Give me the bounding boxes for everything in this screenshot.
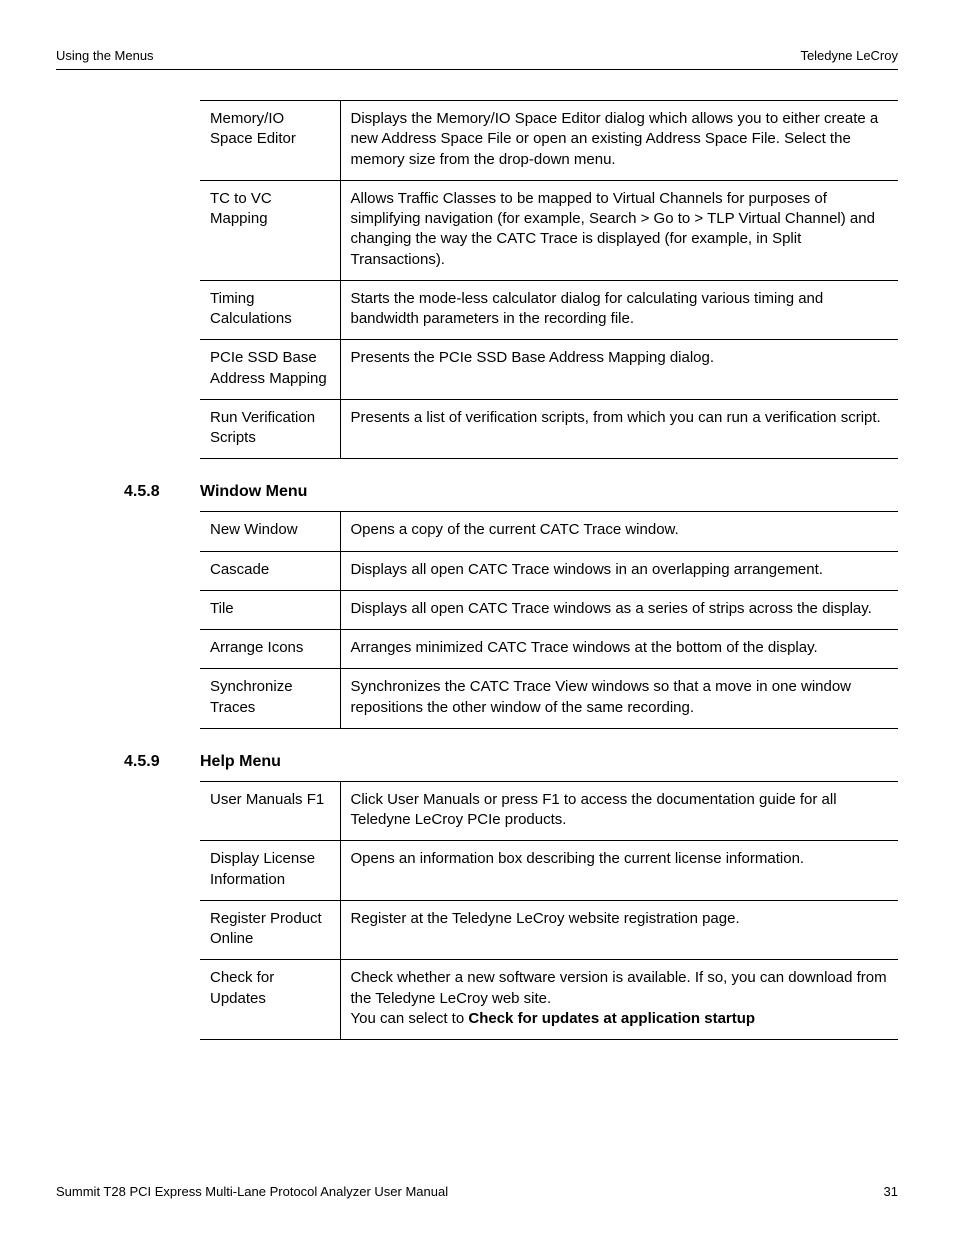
term-cell: TC to VC Mapping <box>200 180 340 280</box>
table-row: User Manuals F1Click User Manuals or pre… <box>200 781 898 841</box>
term-cell: Register Product Online <box>200 900 340 960</box>
definition-cell: Register at the Teledyne LeCroy website … <box>340 900 898 960</box>
definition-cell: Presents a list of verification scripts,… <box>340 399 898 459</box>
term-cell: Run Verification Scripts <box>200 399 340 459</box>
running-header-left: Using the Menus <box>56 48 154 63</box>
definition-cell: Opens an information box describing the … <box>340 841 898 901</box>
running-header: Using the Menus Teledyne LeCroy <box>56 48 898 70</box>
help-menu-tbody: User Manuals F1Click User Manuals or pre… <box>200 781 898 1039</box>
definition-cell: Arranges minimized CATC Trace windows at… <box>340 630 898 669</box>
table-row: Run Verification ScriptsPresents a list … <box>200 399 898 459</box>
term-cell: New Window <box>200 512 340 551</box>
definition-cell: Click User Manuals or press F1 to access… <box>340 781 898 841</box>
footer-page-number: 31 <box>884 1184 898 1199</box>
section-number: 4.5.8 <box>124 483 160 501</box>
term-cell: Timing Calculations <box>200 280 340 340</box>
term-cell: User Manuals F1 <box>200 781 340 841</box>
window-menu-table: New WindowOpens a copy of the current CA… <box>200 511 898 729</box>
term-cell: Display License Information <box>200 841 340 901</box>
definition-cell: Starts the mode-less calculator dialog f… <box>340 280 898 340</box>
definition-cell: Displays all open CATC Trace windows in … <box>340 551 898 590</box>
table-row: CascadeDisplays all open CATC Trace wind… <box>200 551 898 590</box>
section-heading-help: 4.5.9 Help Menu <box>200 753 898 771</box>
help-menu-table: User Manuals F1Click User Manuals or pre… <box>200 781 898 1040</box>
table-row: TC to VC MappingAllows Traffic Classes t… <box>200 180 898 280</box>
section-heading-window: 4.5.8 Window Menu <box>200 483 898 501</box>
definition-cell: Synchronizes the CATC Trace View windows… <box>340 669 898 729</box>
definition-cell: Displays all open CATC Trace windows as … <box>340 590 898 629</box>
page: Using the Menus Teledyne LeCroy Memory/I… <box>0 0 954 1235</box>
term-cell: Tile <box>200 590 340 629</box>
definition-cell: Check whether a new software version is … <box>340 960 898 1040</box>
table-row: Timing CalculationsStarts the mode-less … <box>200 280 898 340</box>
definition-cell: Opens a copy of the current CATC Trace w… <box>340 512 898 551</box>
term-cell: Cascade <box>200 551 340 590</box>
table-row: Display License InformationOpens an info… <box>200 841 898 901</box>
term-cell: PCIe SSD Base Address Mapping <box>200 340 340 400</box>
term-cell: Check for Updates <box>200 960 340 1040</box>
definition-cell: Displays the Memory/IO Space Editor dial… <box>340 101 898 181</box>
section-number: 4.5.9 <box>124 753 160 771</box>
table-row: Synchronize TracesSynchronizes the CATC … <box>200 669 898 729</box>
page-content: Memory/IO Space EditorDisplays the Memor… <box>200 100 898 1040</box>
footer-left: Summit T28 PCI Express Multi-Lane Protoc… <box>56 1184 448 1199</box>
table-row: PCIe SSD Base Address MappingPresents th… <box>200 340 898 400</box>
definition-cell: Allows Traffic Classes to be mapped to V… <box>340 180 898 280</box>
definition-cell: Presents the PCIe SSD Base Address Mappi… <box>340 340 898 400</box>
table-row: Register Product OnlineRegister at the T… <box>200 900 898 960</box>
tools-menu-table: Memory/IO Space EditorDisplays the Memor… <box>200 100 898 459</box>
window-menu-tbody: New WindowOpens a copy of the current CA… <box>200 512 898 729</box>
running-header-right: Teledyne LeCroy <box>800 48 898 63</box>
table-row: Memory/IO Space EditorDisplays the Memor… <box>200 101 898 181</box>
term-cell: Arrange Icons <box>200 630 340 669</box>
table-row: Check for UpdatesCheck whether a new sof… <box>200 960 898 1040</box>
tools-menu-tbody: Memory/IO Space EditorDisplays the Memor… <box>200 101 898 459</box>
table-row: Arrange IconsArranges minimized CATC Tra… <box>200 630 898 669</box>
table-row: TileDisplays all open CATC Trace windows… <box>200 590 898 629</box>
page-footer: Summit T28 PCI Express Multi-Lane Protoc… <box>56 1184 898 1199</box>
section-title: Help Menu <box>200 753 281 770</box>
term-cell: Synchronize Traces <box>200 669 340 729</box>
section-title: Window Menu <box>200 483 307 500</box>
table-row: New WindowOpens a copy of the current CA… <box>200 512 898 551</box>
term-cell: Memory/IO Space Editor <box>200 101 340 181</box>
